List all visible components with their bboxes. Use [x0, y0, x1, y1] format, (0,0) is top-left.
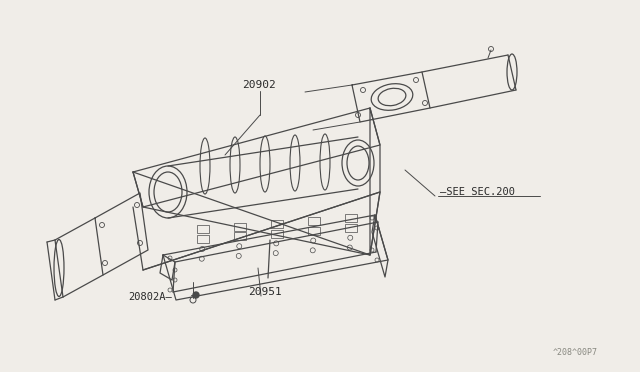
- Text: 20951: 20951: [248, 287, 282, 297]
- Bar: [308, 227, 320, 235]
- Bar: [345, 214, 357, 222]
- Text: —SEE SEC.200: —SEE SEC.200: [440, 187, 515, 197]
- Bar: [271, 220, 284, 228]
- Circle shape: [193, 292, 199, 298]
- Bar: [196, 235, 209, 243]
- Bar: [308, 217, 320, 225]
- Bar: [345, 224, 356, 232]
- Text: ^208^00P7: ^208^00P7: [553, 348, 598, 357]
- Text: 20902: 20902: [242, 80, 276, 90]
- Text: 20802A—: 20802A—: [128, 292, 172, 302]
- Bar: [271, 230, 283, 238]
- Bar: [197, 225, 209, 234]
- Bar: [234, 232, 246, 240]
- Bar: [234, 223, 246, 231]
